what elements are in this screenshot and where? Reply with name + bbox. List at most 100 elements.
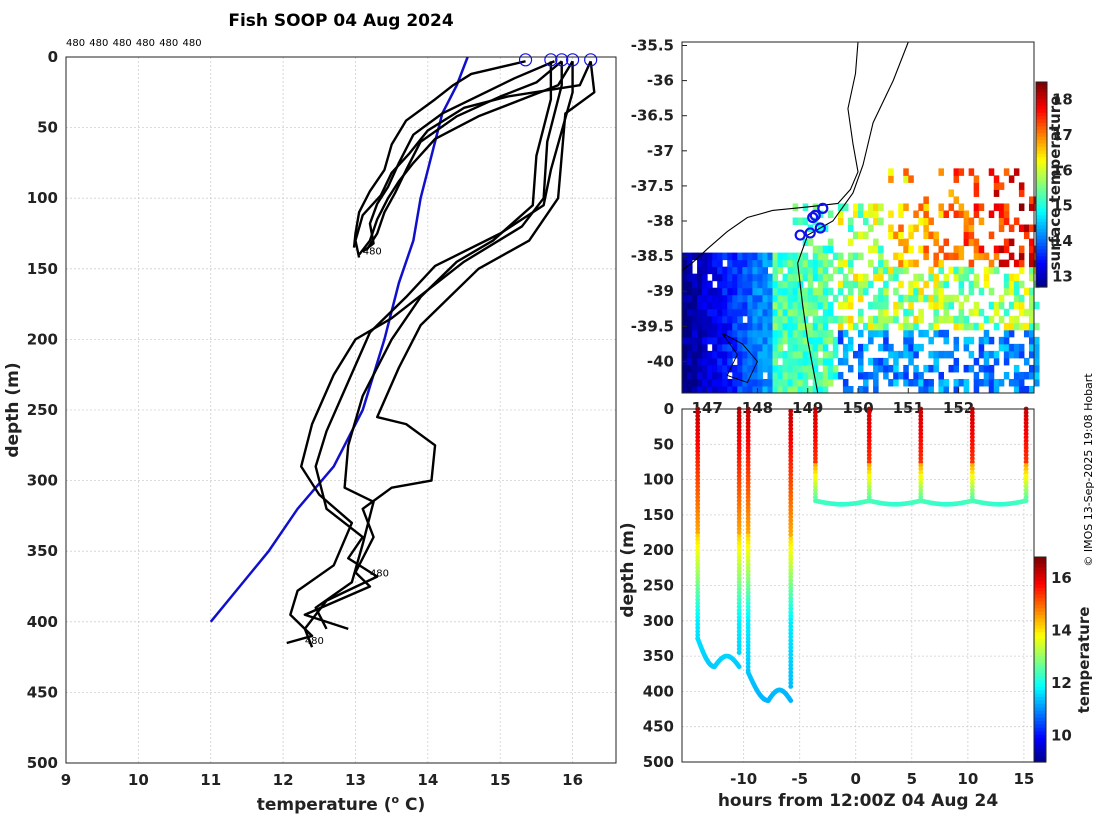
section-point bbox=[736, 579, 742, 585]
sst-cell bbox=[732, 336, 738, 345]
sst-cell bbox=[832, 364, 839, 373]
sst-cell bbox=[792, 350, 799, 359]
section-ytick-label: 150 bbox=[643, 506, 674, 524]
sst-cell bbox=[958, 280, 965, 289]
sst-cell bbox=[802, 259, 809, 268]
profile-top-label: 480 bbox=[159, 38, 178, 49]
section-point bbox=[745, 664, 751, 670]
section-point bbox=[788, 433, 794, 439]
sst-cell bbox=[1003, 259, 1010, 268]
sst-colorbar-swatch bbox=[1036, 160, 1047, 165]
sst-cell bbox=[737, 280, 743, 289]
section-point bbox=[813, 438, 818, 444]
sst-colorbar-swatch bbox=[1036, 95, 1047, 100]
sst-cell bbox=[747, 287, 753, 296]
sst-cell bbox=[938, 203, 944, 211]
sst-cell bbox=[742, 273, 748, 282]
sst-cell bbox=[993, 203, 1000, 211]
sst-cell bbox=[837, 259, 844, 268]
sst-cell bbox=[868, 315, 874, 324]
sst-colorbar-swatch bbox=[1036, 235, 1047, 240]
sst-cell bbox=[817, 294, 824, 303]
sst-cell bbox=[1003, 238, 1010, 247]
sst-cell bbox=[747, 259, 753, 268]
sst-cell bbox=[737, 364, 743, 373]
sst-cell bbox=[978, 245, 985, 254]
sst-cell bbox=[913, 315, 919, 324]
sst-cell bbox=[782, 301, 789, 310]
sst-cell bbox=[938, 371, 944, 380]
sst-cell bbox=[918, 315, 924, 324]
section-point bbox=[695, 516, 701, 521]
sst-cell bbox=[702, 329, 708, 338]
sst-cell bbox=[772, 322, 779, 331]
section-point bbox=[1023, 431, 1029, 437]
sst-cell bbox=[727, 378, 733, 387]
section-point bbox=[695, 526, 701, 532]
sst-cell bbox=[732, 364, 738, 373]
section-point bbox=[736, 508, 742, 514]
sst-cell bbox=[953, 322, 960, 331]
sst-cell bbox=[983, 357, 990, 366]
profile-ylabel: depth (m) bbox=[3, 362, 23, 457]
sst-cell bbox=[812, 343, 819, 352]
sst-cell bbox=[822, 329, 829, 338]
sst-cell bbox=[923, 385, 929, 394]
sst-colorbar-swatch bbox=[1036, 283, 1047, 288]
sst-cell bbox=[983, 266, 990, 275]
sst-colorbar-swatch bbox=[1036, 126, 1047, 131]
sst-cell bbox=[837, 280, 844, 289]
sst-colorbar-swatch bbox=[1036, 129, 1047, 134]
sst-colorbar-swatch bbox=[1036, 259, 1047, 264]
section-point bbox=[736, 484, 742, 490]
sst-cell bbox=[968, 168, 975, 176]
profile-line bbox=[361, 60, 555, 253]
sst-cell bbox=[712, 273, 718, 282]
section-point bbox=[736, 445, 742, 451]
sst-cell bbox=[1003, 357, 1010, 366]
sst-cell bbox=[852, 322, 859, 331]
sst-cell bbox=[978, 252, 985, 261]
profile-xtick-label: 11 bbox=[200, 771, 221, 789]
sst-cell bbox=[817, 266, 824, 275]
profile-line bbox=[286, 61, 563, 645]
sst-cell bbox=[898, 322, 904, 331]
sst-cell bbox=[968, 238, 975, 247]
sst-cell bbox=[908, 322, 914, 331]
sst-cell bbox=[697, 273, 703, 282]
sst-cell bbox=[973, 280, 980, 289]
sst-cell bbox=[1008, 329, 1015, 338]
sst-cell bbox=[898, 294, 904, 303]
sst-cell bbox=[958, 308, 965, 317]
sst-cell bbox=[973, 301, 980, 310]
section-point bbox=[695, 417, 701, 422]
sst-cell bbox=[772, 343, 779, 352]
section-point bbox=[788, 468, 794, 474]
temp-colorbar-swatch bbox=[1034, 717, 1046, 722]
sst-colorbar-swatch bbox=[1036, 191, 1047, 196]
sst-cell bbox=[727, 308, 733, 317]
sst-cell bbox=[958, 301, 965, 310]
station-marker bbox=[807, 211, 819, 224]
sst-cell bbox=[1003, 245, 1010, 254]
sst-cell bbox=[873, 385, 879, 394]
sst-cell bbox=[1013, 259, 1020, 268]
sst-colorbar-swatch bbox=[1036, 140, 1047, 145]
sst-cell bbox=[893, 273, 899, 282]
sst-cell bbox=[968, 308, 975, 317]
sst-cell bbox=[898, 203, 904, 211]
sst-cell bbox=[1018, 371, 1025, 380]
section-point bbox=[736, 607, 742, 613]
sst-cell bbox=[958, 315, 965, 324]
sst-cell bbox=[933, 364, 939, 373]
sst-cell bbox=[812, 266, 819, 275]
sst-cell bbox=[878, 259, 884, 268]
section-point bbox=[918, 494, 924, 500]
section-point bbox=[788, 571, 794, 576]
sst-cell bbox=[752, 315, 758, 324]
sst-cell bbox=[1013, 294, 1020, 303]
section-point bbox=[736, 540, 742, 546]
section-point bbox=[695, 621, 701, 627]
sst-cell bbox=[847, 259, 854, 268]
